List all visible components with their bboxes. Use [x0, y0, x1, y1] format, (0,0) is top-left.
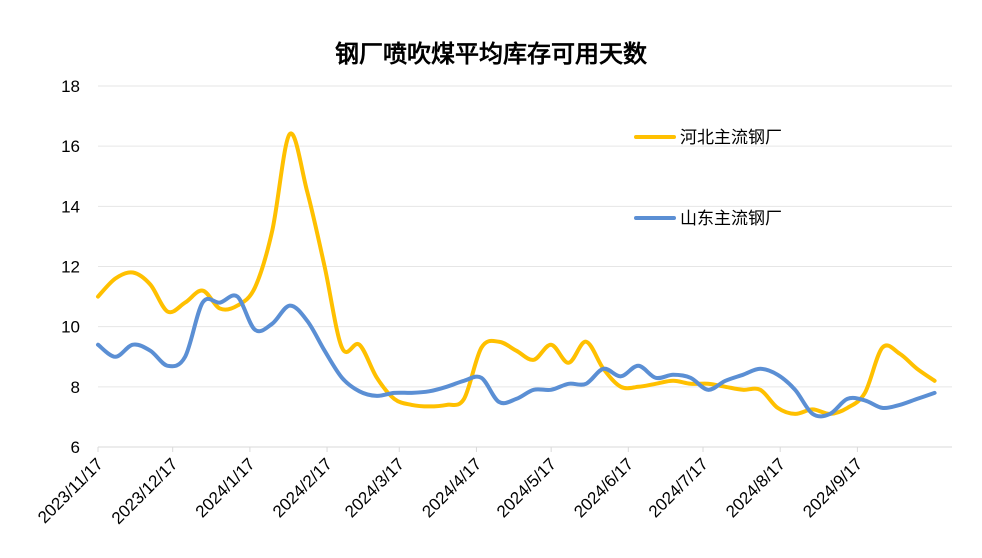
x-tick-label: 2023/12/17: [108, 454, 182, 528]
x-tick-label: 2024/4/17: [418, 454, 485, 521]
y-tick-label: 10: [61, 318, 80, 337]
x-tick-label: 2024/9/17: [799, 454, 866, 521]
x-tick-label: 2024/2/17: [269, 454, 336, 521]
y-tick-label: 18: [61, 77, 80, 96]
x-tick-label: 2024/3/17: [341, 454, 408, 521]
chart-title: 钢厂喷吹煤平均库存可用天数: [335, 40, 648, 68]
y-tick-label: 12: [61, 258, 80, 277]
x-axis-ticks: 2023/11/17 2023/12/17 2024/1/17 2024/2/17 20…: [34, 447, 866, 528]
x-tick-label: 2023/11/17: [34, 454, 107, 527]
x-tick-label: 2024/5/17: [493, 454, 560, 521]
y-tick-label: 16: [61, 137, 80, 156]
legend-label: 河北主流钢厂: [680, 128, 782, 148]
series-line-0: [96, 131, 937, 416]
x-tick-label: 2024/8/17: [722, 454, 789, 521]
y-tick-label: 6: [71, 438, 80, 457]
series-line-1: [96, 293, 937, 419]
x-tick-label: 2024/6/17: [570, 454, 637, 521]
y-tick-label: 14: [61, 197, 80, 216]
x-tick-label: 2024/1/17: [192, 454, 259, 521]
legend-label: 山东主流钢厂: [680, 209, 782, 229]
x-tick-label: 2024/7/17: [645, 454, 712, 521]
series-lines: [96, 131, 937, 419]
y-tick-label: 8: [71, 378, 80, 397]
gridlines: [98, 85, 952, 388]
y-axis-ticks: 6 8 10 12 14 16 18: [61, 77, 80, 457]
